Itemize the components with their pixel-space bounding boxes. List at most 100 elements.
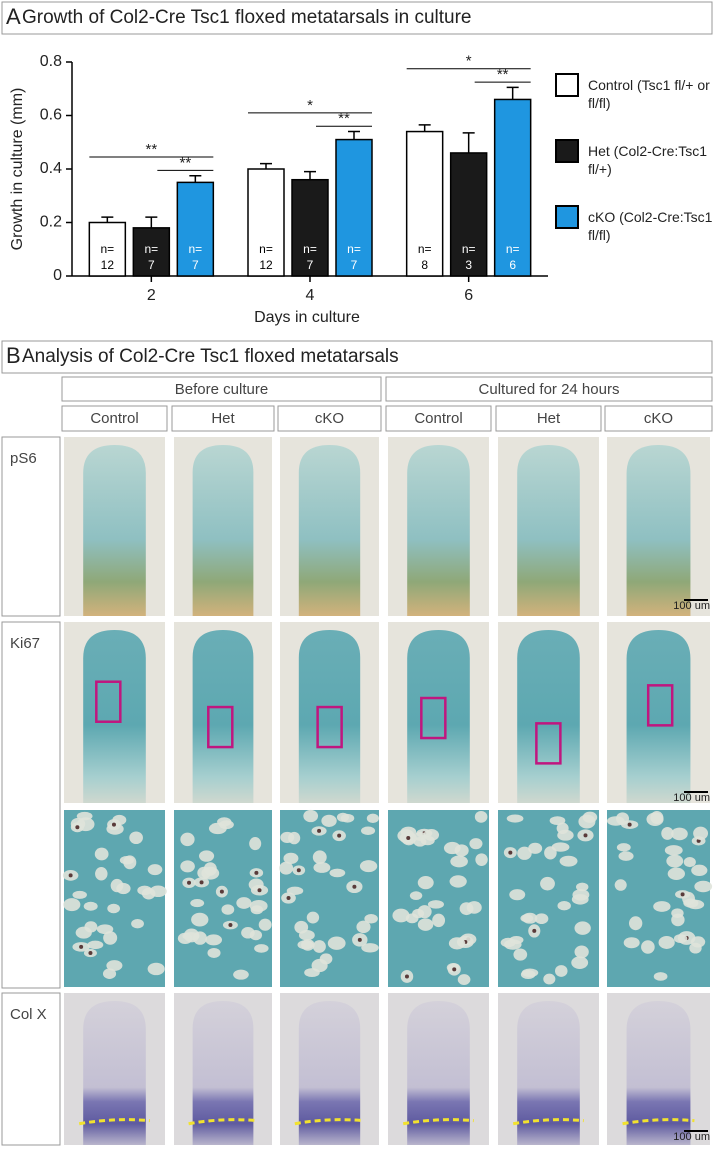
stained-nucleus [317,828,322,833]
stained-nucleus [680,892,685,897]
cell [103,931,118,945]
region-box [207,705,234,749]
stained-nucleus [532,928,537,933]
x-tick-label: 6 [464,287,473,304]
tissue [83,445,146,616]
stained-nucleus [228,923,233,928]
cell [616,843,631,852]
cell [149,885,167,898]
n-value: 7 [351,258,358,272]
stained-nucleus [286,895,291,900]
legend-label: cKO (Col2-Cre:Tsc1 fl/fl) [588,209,713,243]
cell [671,908,684,918]
n-value: 12 [101,258,115,272]
error-bar [145,216,158,228]
tissue [192,445,254,616]
tissue [517,445,580,616]
significance-label: ** [338,110,350,127]
cell [528,842,543,854]
tissue [83,630,146,803]
cell [574,921,591,935]
stained-nucleus [452,967,457,972]
scale-bar-label: 100 um [673,792,710,804]
cell [417,905,432,919]
tissue [298,630,361,803]
column-header: Control [414,410,462,427]
column-header: Control [90,410,138,427]
cell [671,827,688,841]
cell [311,958,328,973]
stained-nucleus [75,825,80,830]
panel-title: Analysis of Col2-Cre Tsc1 floxed metatar… [22,346,399,367]
boundary-line [188,1118,258,1126]
cell [329,868,346,878]
cell [250,905,264,915]
legend-swatch [555,139,579,163]
n-value: 3 [465,258,472,272]
legend-swatch [555,205,579,229]
cell [297,940,314,950]
cell [628,916,643,931]
x-tick-label: 2 [147,287,156,304]
cell [258,918,272,931]
cell [201,866,220,880]
cell [83,901,98,911]
column-header: Het [537,410,561,427]
n-label: n= [506,242,520,256]
group-header: Cultured for 24 hours [479,381,620,398]
region-box [535,722,562,765]
cell [183,928,200,943]
n-value: 6 [509,258,516,272]
cell [361,943,379,953]
tissue [192,630,254,803]
cell [667,867,685,880]
significance-label: ** [145,141,157,158]
cell [76,811,93,821]
column-header-box [604,405,713,432]
cell [366,813,379,824]
group-header: Before culture [175,381,268,398]
cell [198,850,215,862]
cell [543,973,556,985]
n-label: n= [347,242,361,256]
column-header-box [277,405,382,432]
bar [88,221,127,277]
x-tick-label: 4 [306,287,315,304]
tissue [407,630,470,803]
cell [254,944,269,953]
n-label: n= [188,242,202,256]
cell [280,831,295,843]
cell [110,878,124,893]
tissue [407,1001,470,1145]
cell [509,889,526,901]
column-header: Het [211,410,235,427]
stained-nucleus [357,937,362,942]
cell [102,968,117,979]
cell [94,847,109,861]
stained-nucleus [68,873,73,878]
cell [221,904,235,915]
cell [582,811,598,823]
cell [205,934,223,946]
cell [506,814,524,823]
cell [283,852,299,864]
cell [191,912,209,927]
cell [219,820,234,830]
cell [694,880,713,893]
error-bar [304,170,316,180]
cell [312,940,326,953]
cell [658,935,675,949]
stained-nucleus [352,884,357,889]
bar [405,130,444,277]
tissue [298,1001,361,1145]
cell [207,947,221,959]
cell [180,860,195,873]
n-value: 7 [307,258,314,272]
cell [576,882,589,892]
cell [129,831,143,845]
row-label-box [1,436,61,617]
n-value: 7 [148,258,155,272]
boundary-line [402,1118,474,1126]
error-bar [189,174,202,183]
cell [693,826,709,840]
